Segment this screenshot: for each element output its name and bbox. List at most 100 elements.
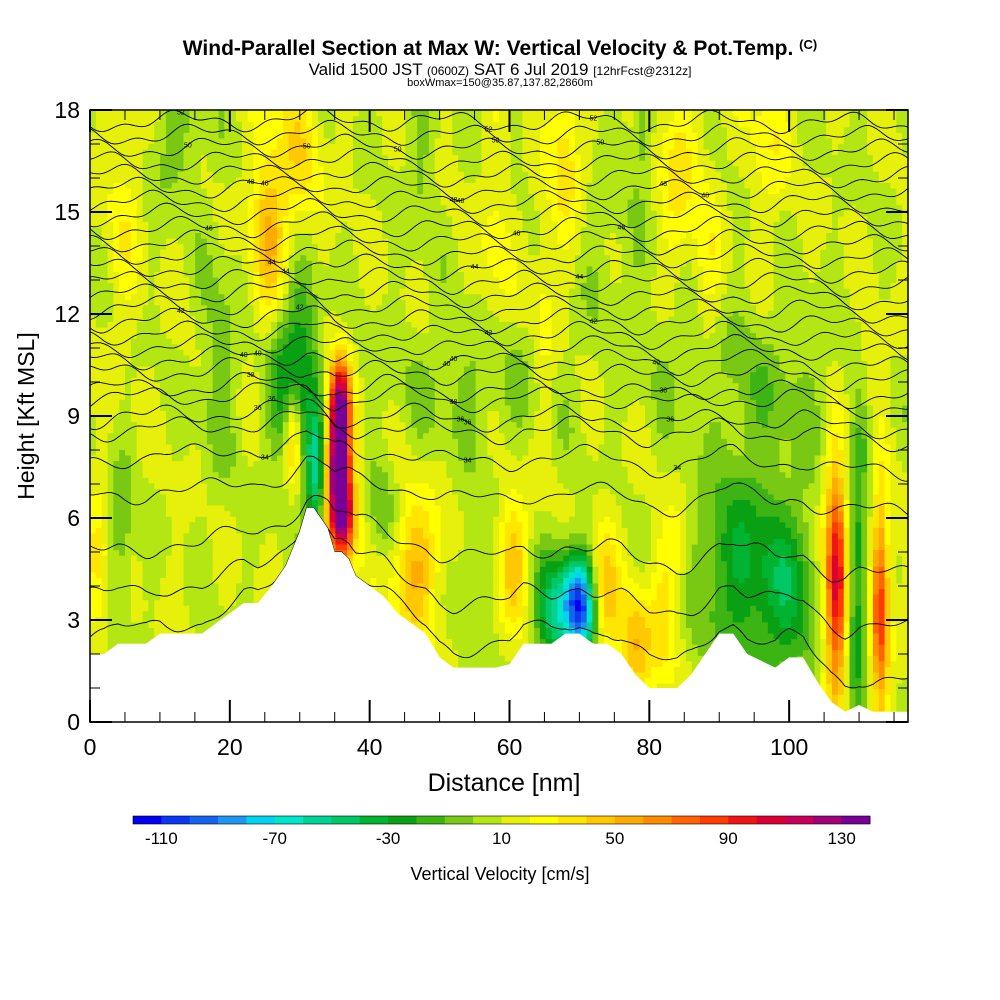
velocity-cell <box>189 110 196 117</box>
velocity-cell <box>276 460 284 467</box>
velocity-cell <box>171 326 179 334</box>
velocity-cell <box>312 249 319 256</box>
velocity-cell <box>177 288 185 295</box>
velocity-cell <box>195 438 202 445</box>
velocity-cell <box>276 215 284 222</box>
velocity-cell <box>201 221 208 228</box>
velocity-cell <box>206 471 214 478</box>
velocity-cell <box>341 288 348 295</box>
velocity-cell <box>271 377 278 384</box>
velocity-cell <box>183 165 190 172</box>
velocity-cell <box>253 293 261 300</box>
velocity-cell <box>253 566 261 573</box>
velocity-cell <box>265 249 272 256</box>
velocity-cell <box>288 488 296 495</box>
velocity-cell <box>189 299 196 306</box>
velocity-cell <box>259 488 266 495</box>
velocity-cell <box>288 182 296 189</box>
velocity-cell <box>276 488 284 495</box>
velocity-cell <box>341 204 348 211</box>
velocity-cell <box>177 193 185 200</box>
velocity-cell <box>312 132 319 139</box>
velocity-cell <box>329 237 336 245</box>
velocity-cell <box>142 199 150 206</box>
velocity-cell <box>195 404 202 412</box>
velocity-cell <box>347 399 354 406</box>
velocity-cell <box>212 165 220 172</box>
velocity-cell <box>241 276 249 284</box>
velocity-cell <box>347 121 354 128</box>
velocity-cell <box>165 527 173 534</box>
velocity-cell <box>276 388 284 395</box>
velocity-cell <box>323 377 331 384</box>
velocity-cell <box>90 143 97 150</box>
velocity-cell <box>335 237 342 245</box>
velocity-cell <box>271 482 278 489</box>
velocity-cell <box>212 466 220 473</box>
velocity-cell <box>195 382 202 389</box>
velocity-cell <box>165 410 173 417</box>
velocity-cell <box>189 516 196 523</box>
velocity-cell <box>206 588 214 595</box>
velocity-cell <box>130 543 138 551</box>
velocity-cell <box>171 527 179 534</box>
velocity-cell <box>341 165 348 172</box>
velocity-cell <box>265 132 272 139</box>
velocity-cell <box>171 432 179 439</box>
velocity-cell <box>352 532 360 539</box>
velocity-cell <box>130 399 138 406</box>
velocity-cell <box>195 165 202 172</box>
velocity-cell <box>265 288 272 295</box>
velocity-cell <box>113 115 120 122</box>
velocity-cell <box>253 326 261 334</box>
velocity-cell <box>119 148 126 156</box>
velocity-cell <box>224 310 231 317</box>
velocity-cell <box>206 338 214 345</box>
velocity-cell <box>265 499 272 506</box>
velocity-cell <box>312 215 319 222</box>
velocity-cell <box>130 121 138 128</box>
velocity-cell <box>171 299 179 306</box>
velocity-cell <box>101 226 109 233</box>
velocity-cell <box>142 338 150 345</box>
velocity-cell <box>148 588 155 595</box>
velocity-cell <box>294 471 301 478</box>
velocity-cell <box>201 410 208 417</box>
velocity-cell <box>253 393 261 400</box>
velocity-cell <box>154 371 161 378</box>
velocity-cell <box>288 527 296 534</box>
velocity-cell <box>335 193 342 200</box>
velocity-cell <box>130 176 138 183</box>
velocity-cell <box>282 288 290 295</box>
velocity-cell <box>165 237 173 245</box>
velocity-cell <box>195 466 202 473</box>
velocity-cell <box>177 616 185 623</box>
velocity-cell <box>218 521 225 528</box>
velocity-cell <box>171 176 179 183</box>
velocity-cell <box>95 354 103 361</box>
velocity-cell <box>177 276 185 284</box>
velocity-cell <box>236 226 243 233</box>
velocity-cell <box>90 293 97 300</box>
velocity-cell <box>107 343 114 350</box>
velocity-cell <box>282 388 290 395</box>
velocity-cell <box>171 115 179 122</box>
velocity-cell <box>341 454 348 462</box>
velocity-cell <box>329 377 336 384</box>
velocity-cell <box>90 182 97 189</box>
velocity-cell <box>282 126 290 133</box>
velocity-cell <box>125 221 132 228</box>
velocity-cell <box>142 454 150 462</box>
velocity-cell <box>259 326 266 334</box>
velocity-cell <box>142 432 150 439</box>
velocity-cell <box>294 326 301 334</box>
velocity-cell <box>90 288 97 295</box>
velocity-cell <box>271 477 278 484</box>
velocity-cell <box>317 121 325 128</box>
velocity-cell <box>212 288 220 295</box>
velocity-cell <box>247 499 255 506</box>
velocity-cell <box>183 343 190 350</box>
velocity-cell <box>253 432 261 439</box>
velocity-cell <box>119 321 126 328</box>
velocity-cell <box>265 560 272 567</box>
